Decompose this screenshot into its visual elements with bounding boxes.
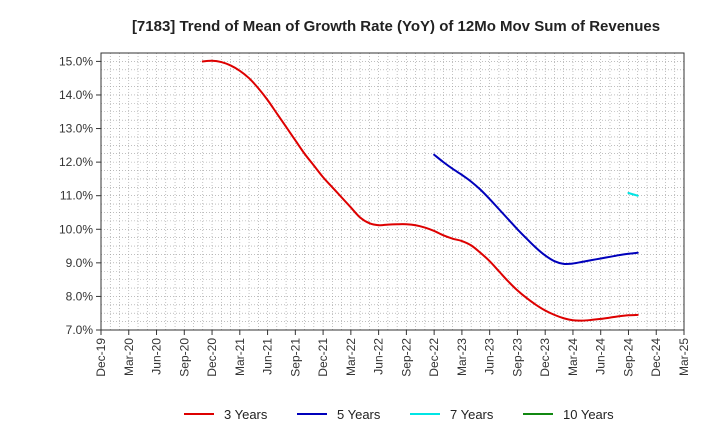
y-tick-label: 10.0% (59, 222, 93, 236)
plot-border (100, 52, 685, 331)
axes: 7.0% 8.0% 9.0% 10.0% 11.0% 12.0% 13.0% 14.0% 15.… (59, 52, 691, 377)
y-tick-label: 13.0% (59, 122, 93, 136)
y-tick-label: 9.0% (66, 256, 94, 270)
grid (100, 52, 685, 331)
x-tick-label: Sep-22 (399, 338, 413, 377)
x-tick-label: Dec-21 (316, 338, 330, 377)
legend: 3 Years 5 Years 7 Years 10 Years (184, 407, 614, 422)
y-tick-label: 14.0% (59, 88, 93, 102)
x-tick-label: Mar-21 (233, 338, 247, 376)
legend-label-3-years: 3 Years (224, 407, 268, 422)
legend-label-10-years: 10 Years (563, 407, 614, 422)
x-tick-label: Jun-20 (150, 338, 164, 375)
x-tick-label: Dec-19 (94, 338, 108, 377)
x-tick-label: Mar-25 (677, 338, 691, 376)
chart-title: [7183] Trend of Mean of Growth Rate (YoY… (132, 18, 660, 35)
x-tick-label: Sep-20 (177, 338, 191, 377)
x-tick-label: Jun-21 (261, 338, 275, 375)
y-tick-label: 7.0% (66, 323, 94, 337)
x-tick-label: Mar-22 (344, 338, 358, 376)
plot-area (101, 53, 684, 330)
legend-label-7-years: 7 Years (450, 407, 494, 422)
series-line-5-years (433, 153, 639, 266)
x-tick-label: Dec-23 (538, 338, 552, 377)
series-line-3-years (201, 59, 639, 322)
y-tick-label: 11.0% (60, 189, 93, 203)
y-tick-label: 12.0% (59, 155, 93, 169)
x-tick-label: Jun-23 (483, 338, 497, 375)
x-tick-label: Dec-22 (427, 338, 441, 377)
series-line-7-years (627, 192, 639, 197)
legend-label-5-years: 5 Years (337, 407, 381, 422)
series-lines (201, 59, 639, 322)
y-tick-label: 8.0% (66, 289, 94, 303)
x-tick-label: Mar-24 (566, 338, 580, 376)
x-tick-label: Sep-21 (288, 338, 302, 377)
x-tick-label: Dec-24 (649, 338, 663, 377)
x-tick-label: Sep-23 (510, 338, 524, 377)
x-tick-label: Jun-24 (594, 338, 608, 375)
x-tick-label: Dec-20 (205, 338, 219, 377)
x-tick-label: Sep-24 (621, 338, 635, 377)
x-tick-label: Mar-20 (122, 338, 136, 376)
y-tick-label: 15.0% (59, 54, 93, 68)
x-tick-label: Mar-23 (455, 338, 469, 376)
x-tick-label: Jun-22 (372, 338, 386, 375)
